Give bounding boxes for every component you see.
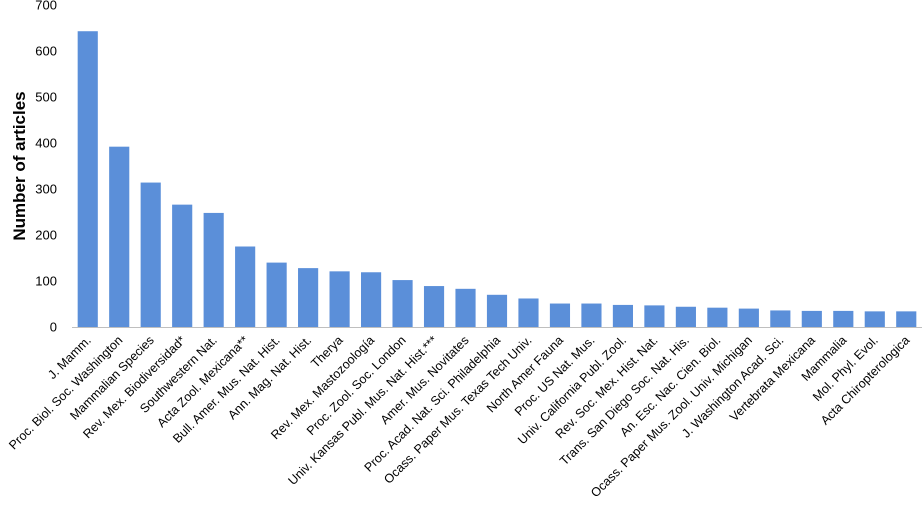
bar: [707, 307, 728, 327]
bar: [549, 303, 571, 327]
y-tick-label: 100: [35, 274, 57, 289]
bar: [266, 262, 287, 327]
y-tick-label: 700: [35, 0, 57, 13]
bar: [235, 246, 256, 327]
bar: [896, 311, 917, 327]
bar: [172, 204, 193, 327]
bar: [203, 212, 224, 327]
bar: [738, 308, 759, 327]
bar: [518, 298, 539, 327]
y-axis-ticks: 0 100 200 300 400 500 600 700: [35, 0, 57, 335]
y-tick-label: 0: [50, 320, 57, 335]
y-tick-label: 300: [35, 182, 57, 197]
bars: [77, 31, 917, 327]
y-tick-label: 600: [35, 44, 57, 59]
bar: [77, 31, 98, 327]
bar: [109, 146, 130, 327]
bar: [361, 272, 382, 327]
bar: [423, 286, 445, 327]
bar: [486, 294, 508, 327]
bar: [801, 310, 822, 327]
bar: [298, 268, 319, 327]
bar: [770, 310, 791, 327]
bar: [329, 271, 350, 327]
bar: [675, 306, 696, 327]
bar: [833, 310, 854, 327]
y-tick-label: 200: [35, 228, 57, 243]
bar: [612, 304, 633, 327]
y-axis-label: Number of articles: [10, 91, 29, 240]
bar: [455, 288, 476, 327]
bar: [644, 305, 665, 327]
bar: [392, 280, 413, 327]
bar: [864, 311, 885, 327]
bar: [140, 182, 161, 327]
y-tick-label: 400: [35, 136, 57, 151]
x-axis-labels: J. Mamm.Proc. Biol. Soc. WashingtonMamma…: [6, 333, 912, 500]
y-tick-label: 500: [35, 90, 57, 105]
bar: [581, 303, 602, 327]
